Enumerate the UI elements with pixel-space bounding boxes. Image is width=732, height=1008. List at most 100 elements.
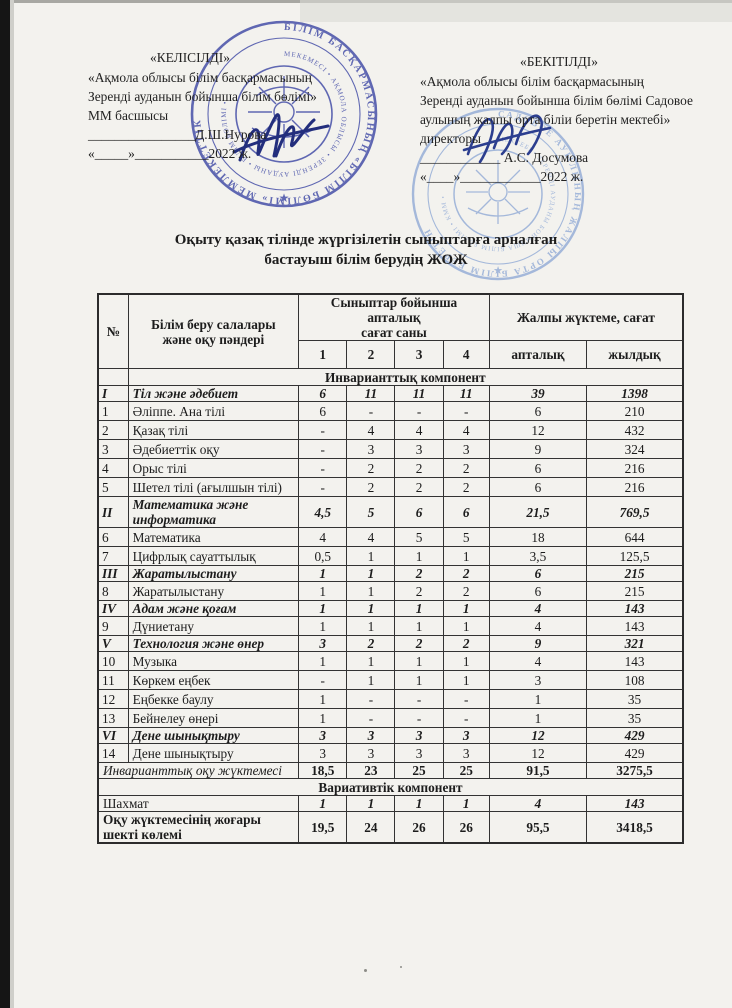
hours-value: 2	[394, 635, 444, 652]
header-class-col: 4	[442, 340, 490, 369]
page-title: Оқыту қазақ тілінде жүргізілетін сыныпта…	[0, 230, 732, 270]
table-row: Оқу жүктемесінің жоғары шекті көлемі 19,5…	[97, 811, 684, 844]
hours-value: 6	[298, 385, 348, 402]
scan-speck	[400, 966, 402, 968]
subject-name: Адам және қоғам	[127, 600, 300, 617]
hours-value: 0,5	[298, 546, 348, 566]
hours-value: 1	[394, 546, 444, 566]
hours-value: 3	[298, 635, 348, 652]
hours-value: 2	[394, 458, 444, 478]
scan-speck	[364, 969, 367, 972]
hours-value: 6	[298, 401, 348, 421]
hours-value: 3	[442, 727, 490, 744]
hours-value: 18,5	[298, 762, 348, 779]
hours-value: 6	[488, 401, 588, 421]
hours-value: 2	[394, 477, 444, 497]
table-row: 7 Цифрлық сауаттылық 0,5 1 1 1 3,5 125,5	[97, 546, 684, 566]
hours-value: 3	[442, 743, 490, 763]
subject-name: Жаратылыстану	[127, 581, 300, 601]
header-subjects: Білім беру салалары және оқу пәндері	[127, 293, 300, 369]
table-header-row-1: № Білім беру салалары және оқу пәндері С…	[97, 293, 684, 369]
row-num: 3	[97, 439, 129, 459]
hours-value: -	[442, 689, 490, 709]
hours-value: 143	[586, 795, 684, 812]
hours-value: -	[298, 477, 348, 497]
header-class-col: 3	[394, 340, 444, 369]
subject-name: Дүниетану	[127, 616, 300, 636]
table-row: 9 Дүниетану 1 1 1 1 4 143	[97, 616, 684, 636]
subject-name: Дене шынықтыру	[127, 727, 300, 744]
hours-value: 1	[298, 565, 348, 582]
row-num: 2	[97, 420, 129, 440]
hours-value: 2	[394, 565, 444, 582]
hours-value: 432	[586, 420, 684, 440]
table-row: 6 Математика 4 4 5 5 18 644	[97, 527, 684, 547]
approval-left-date-line: «_____»___________2022 ж.	[88, 146, 252, 161]
approval-text-line: Зеренді ауданын бойынша білім бөлімі Сад…	[420, 93, 693, 108]
subject-name: Шетел тілі (ағылшын тілі)	[127, 477, 300, 497]
subject-name: Көркем еңбек	[127, 670, 300, 690]
table-row: Вариативтік компонент	[97, 778, 684, 796]
hours-value: -	[298, 439, 348, 459]
table-row: III Жаратылыстану 1 1 2 2 6 215	[97, 565, 684, 582]
subject-name: Әліппе. Ана тілі	[127, 401, 300, 421]
table-row: 5 Шетел тілі (ағылшын тілі) -2 2 2 6 216	[97, 477, 684, 497]
table-row: 11 Көркем еңбек -1 1 1 3 108	[97, 670, 684, 690]
approval-right-title: «БЕКІТІЛДІ»	[520, 54, 598, 69]
hours-value: -	[394, 401, 444, 421]
hours-value: 6	[488, 458, 588, 478]
hours-value: 1	[442, 616, 490, 636]
hours-value: 3	[442, 439, 490, 459]
hours-value: 644	[586, 527, 684, 547]
table-row: Инварианттық оқу жүктемесі 18,5 23 25 25 91,5…	[97, 762, 684, 779]
header-class-col: 1	[298, 340, 348, 369]
subject-name: Оқу жүктемесінің жоғары шекті көлемі	[97, 811, 300, 844]
row-num: II	[97, 496, 129, 528]
page-title-line2: бастауыш білім берудің ЖОЖ	[264, 252, 468, 268]
hours-value: 1	[346, 581, 396, 601]
row-num: 4	[97, 458, 129, 478]
hours-value: 6	[488, 477, 588, 497]
hours-value: 1	[346, 546, 396, 566]
table-row: 10 Музыка 1 1 1 1 4 143	[97, 651, 684, 671]
subject-name: Жаратылыстану	[127, 565, 300, 582]
approval-text-line: ММ басшысы	[88, 108, 169, 123]
hours-value: 23	[346, 762, 396, 779]
row-num: I	[97, 385, 129, 402]
hours-value: 6	[488, 581, 588, 601]
hours-value: 1	[394, 670, 444, 690]
header-num: №	[97, 293, 129, 369]
hours-value: 1	[346, 670, 396, 690]
hours-value: 25	[442, 762, 490, 779]
hours-value: 3	[394, 727, 444, 744]
subject-name: Орыс тілі	[127, 458, 300, 478]
hours-value: 12	[488, 420, 588, 440]
hours-value: 143	[586, 651, 684, 671]
hours-value: 2	[346, 458, 396, 478]
subject-name: Тіл және әдебиет	[127, 385, 300, 402]
hours-value: 1	[346, 651, 396, 671]
approval-left-lines: «Ақмола облысы білім басқармасының Зеренд…	[88, 68, 398, 125]
hours-value: 2	[442, 565, 490, 582]
approval-left-signature-line: ________________Д.Ш.Нурова	[88, 127, 267, 142]
table-row: Шахмат 1 1 1 1 4 143	[97, 795, 684, 812]
header-total-group: Жалпы жүктеме, сағат	[488, 293, 684, 341]
hours-value: 1	[442, 546, 490, 566]
table-row: 4 Орыс тілі -2 2 2 6 216	[97, 458, 684, 478]
hours-value: 769,5	[586, 496, 684, 528]
hours-value: 4	[488, 795, 588, 812]
subject-name: Әдебиеттік оқу	[127, 439, 300, 459]
approval-text-line: директоры	[420, 131, 482, 146]
hours-value: 429	[586, 743, 684, 763]
subject-name: Еңбекке баулу	[127, 689, 300, 709]
table-row: 2 Қазақ тілі -4 4 4 12 432	[97, 420, 684, 440]
hours-value: 1	[442, 795, 490, 812]
hours-value: 91,5	[488, 762, 588, 779]
approval-text-line: аулының жалпы орта біліи беретін мектебі…	[420, 112, 671, 127]
hours-value: -	[394, 708, 444, 728]
curriculum-table: № Білім беру салалары және оқу пәндері С…	[97, 293, 684, 844]
hours-value: 35	[586, 689, 684, 709]
header-total-col: жылдық	[586, 340, 684, 369]
hours-value: 1	[394, 616, 444, 636]
subject-name: Дене шынықтыру	[127, 743, 300, 763]
